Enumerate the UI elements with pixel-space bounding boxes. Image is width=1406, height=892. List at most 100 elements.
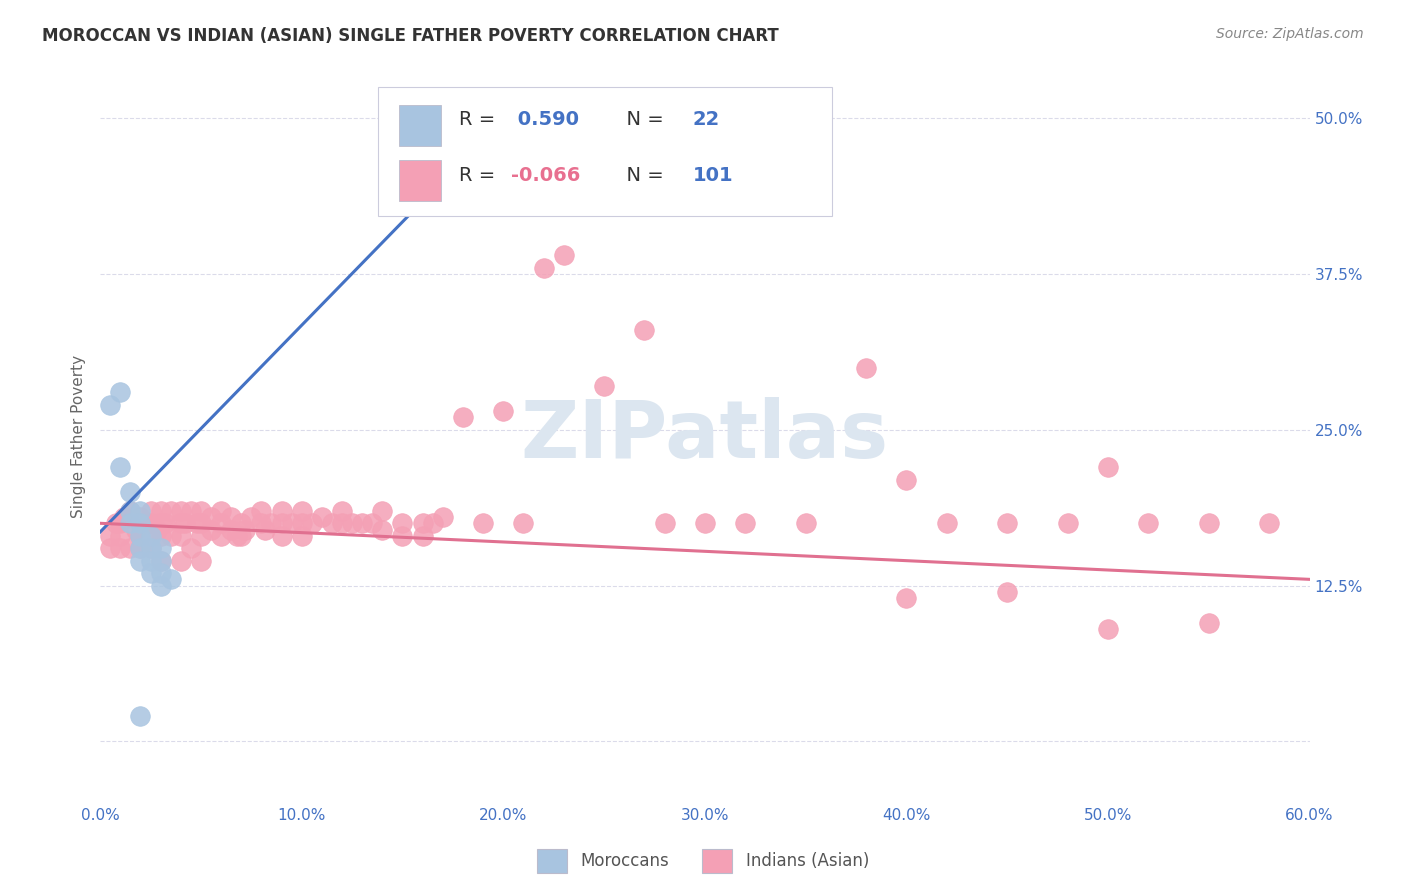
Point <box>391 529 413 543</box>
Point <box>129 529 152 543</box>
Point <box>190 516 212 531</box>
Point <box>270 529 292 543</box>
Point <box>794 516 817 531</box>
Point <box>139 529 162 543</box>
Point <box>170 554 193 568</box>
Point <box>153 516 176 531</box>
Point <box>139 541 162 556</box>
Point <box>734 516 756 531</box>
Text: 101: 101 <box>693 166 734 185</box>
Point <box>231 516 253 531</box>
Point <box>110 529 132 543</box>
Point <box>129 554 152 568</box>
Point <box>170 504 193 518</box>
Point <box>145 523 167 537</box>
Point <box>533 260 555 275</box>
Point <box>190 504 212 518</box>
Point <box>270 516 292 531</box>
Point <box>149 554 172 568</box>
Point <box>654 516 676 531</box>
Point <box>149 529 172 543</box>
Point <box>200 523 222 537</box>
Point <box>129 541 152 556</box>
Text: MOROCCAN VS INDIAN (ASIAN) SINGLE FATHER POVERTY CORRELATION CHART: MOROCCAN VS INDIAN (ASIAN) SINGLE FATHER… <box>42 27 779 45</box>
Point <box>98 398 121 412</box>
Point <box>391 516 413 531</box>
Text: R =: R = <box>460 166 502 185</box>
Point <box>451 192 474 206</box>
Point <box>1056 516 1078 531</box>
Point <box>472 516 495 531</box>
Point <box>112 510 135 524</box>
Point <box>260 516 283 531</box>
Point <box>240 510 263 524</box>
Point <box>633 323 655 337</box>
Text: -0.066: -0.066 <box>512 166 581 185</box>
Point <box>170 516 193 531</box>
Point <box>693 516 716 531</box>
FancyBboxPatch shape <box>399 161 441 201</box>
Point <box>896 473 918 487</box>
Point <box>120 504 142 518</box>
Point <box>412 529 434 543</box>
Point <box>125 523 148 537</box>
Point <box>226 529 249 543</box>
Point <box>149 504 172 518</box>
Text: N =: N = <box>614 111 671 129</box>
Point <box>280 516 302 531</box>
Point <box>451 410 474 425</box>
Point <box>250 504 273 518</box>
Point <box>180 541 202 556</box>
Point <box>110 541 132 556</box>
Point <box>1198 516 1220 531</box>
Point <box>593 379 616 393</box>
Point <box>139 504 162 518</box>
Point <box>134 516 156 531</box>
Point <box>129 504 152 518</box>
Point <box>120 504 142 518</box>
Point <box>896 591 918 605</box>
Point <box>291 504 314 518</box>
Point <box>291 516 314 531</box>
Point <box>149 554 172 568</box>
Point <box>149 541 172 556</box>
Point <box>1097 622 1119 636</box>
Point <box>149 516 172 531</box>
Point <box>371 523 394 537</box>
Point <box>129 516 152 531</box>
Point <box>129 529 152 543</box>
Point <box>352 516 374 531</box>
Text: R =: R = <box>460 111 502 129</box>
Point <box>209 504 232 518</box>
Point <box>139 554 162 568</box>
Point <box>110 460 132 475</box>
Point <box>492 404 515 418</box>
Point <box>330 504 353 518</box>
Point <box>200 510 222 524</box>
Point <box>149 566 172 581</box>
Text: Source: ZipAtlas.com: Source: ZipAtlas.com <box>1216 27 1364 41</box>
Point <box>231 529 253 543</box>
Point <box>110 385 132 400</box>
Text: 22: 22 <box>693 111 720 129</box>
Point <box>432 510 454 524</box>
Point <box>129 541 152 556</box>
Point <box>330 516 353 531</box>
Text: ZIPatlas: ZIPatlas <box>520 397 889 475</box>
Point <box>250 516 273 531</box>
Point <box>129 709 152 723</box>
Point <box>412 516 434 531</box>
Point <box>105 516 128 531</box>
Point <box>98 529 121 543</box>
Point <box>321 516 343 531</box>
Point <box>170 529 193 543</box>
FancyBboxPatch shape <box>399 105 441 145</box>
Point <box>301 516 323 531</box>
Y-axis label: Single Father Poverty: Single Father Poverty <box>72 354 86 517</box>
Point <box>291 529 314 543</box>
Point <box>1097 460 1119 475</box>
Point <box>340 516 363 531</box>
Point <box>361 516 384 531</box>
Point <box>190 554 212 568</box>
FancyBboxPatch shape <box>378 87 832 216</box>
